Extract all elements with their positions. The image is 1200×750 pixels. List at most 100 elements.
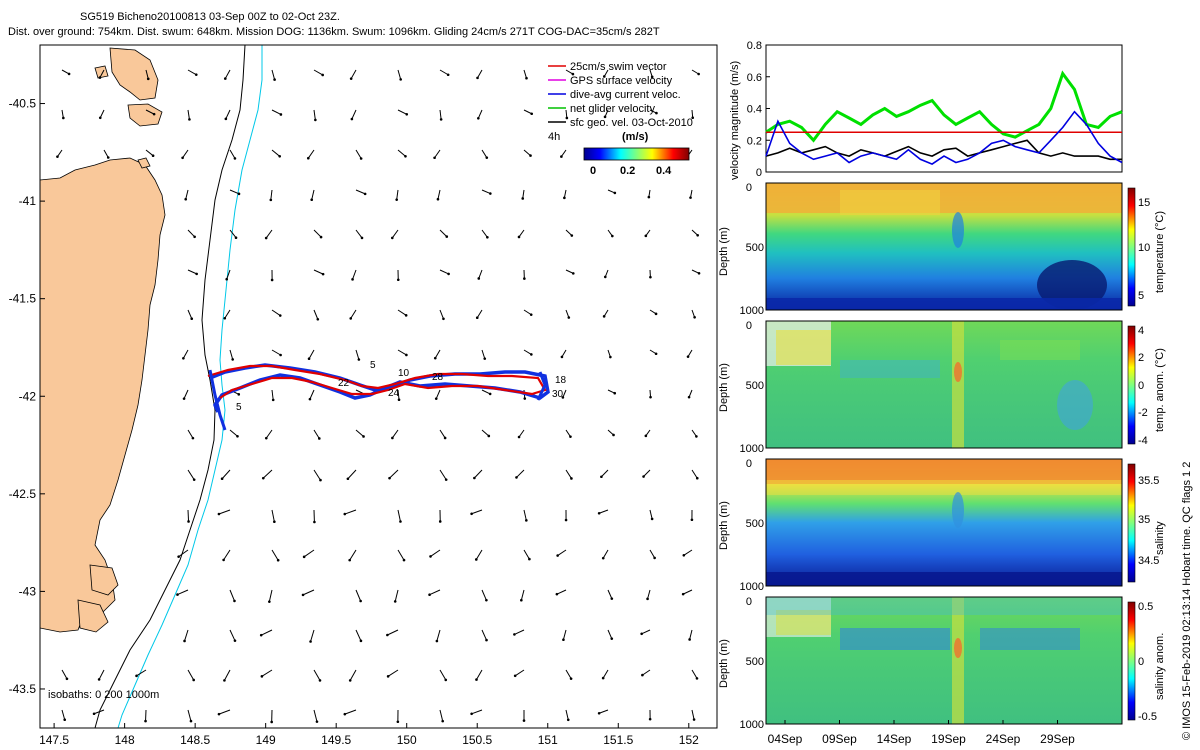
- time-xtick-label-0: 04Sep: [768, 732, 803, 746]
- geo-arrow-head-48: [217, 712, 221, 716]
- geo-arrow-43: [218, 509, 231, 515]
- geo-arrow-217: [642, 669, 651, 676]
- geo-arrow-15: [187, 69, 197, 76]
- geo-arrow-head-50: [279, 113, 283, 116]
- geo-arrow-head-192: [609, 355, 612, 359]
- geo-arrow-8: [98, 669, 105, 680]
- time-xtick-label-2: 14Sep: [877, 732, 912, 746]
- geo-arrow-head-173: [571, 272, 575, 275]
- geo-arrow-2: [57, 149, 63, 157]
- geo-arrow-head-159: [523, 397, 527, 400]
- geo-arrow-head-223: [696, 233, 699, 237]
- velocity-ytick-label-0: 0: [756, 167, 762, 179]
- map-xtick-label-4: 149.5: [321, 733, 351, 747]
- salinity-ytick-500: 500: [746, 518, 764, 530]
- geo-arrow-114: [387, 629, 399, 636]
- geo-arrow-117: [439, 69, 449, 76]
- geo-arrow-head-45: [233, 599, 236, 603]
- svg-text:dive-avg current veloc.: dive-avg current veloc.: [570, 89, 681, 101]
- salinity-ctick-355: 35.5: [1138, 475, 1159, 487]
- geo-arrow-head-137: [489, 192, 492, 195]
- geo-arrow-head-55: [278, 314, 282, 317]
- geo-arrow-head-32: [223, 77, 227, 80]
- geo-arrow-212: [643, 469, 651, 477]
- geo-arrow-88: [352, 269, 357, 280]
- geo-arrow-head-141: [483, 357, 487, 360]
- geo-arrow-144: [474, 469, 483, 479]
- geo-arrow-201: [598, 709, 609, 714]
- geo-arrow-165: [514, 629, 525, 635]
- geo-arrow-178: [565, 469, 572, 479]
- geo-arrow-head-164: [520, 598, 523, 602]
- geo-arrow-135: [477, 109, 483, 119]
- temp-anomaly-ytick-500: 500: [746, 380, 764, 392]
- geo-arrow-7: [103, 149, 109, 158]
- salinity-anomaly-panel: Depth (m) 0 500 1000 0.5 0 -0.5 salinity…: [718, 596, 1166, 746]
- geo-arrow-199: [607, 629, 613, 639]
- temperature-ctick-15: 15: [1138, 197, 1150, 209]
- cape-barren-island: [127, 103, 163, 127]
- geo-arrow-head-163: [528, 557, 531, 561]
- geo-arrow-4: [61, 709, 66, 720]
- temperature-clabel: temperature (°C): [1154, 211, 1166, 293]
- geo-arrow-111: [397, 509, 401, 522]
- map-ytick-label-5: -43: [19, 584, 37, 598]
- geo-arrow-head-15: [194, 73, 198, 76]
- geo-arrow-head-194: [612, 433, 615, 437]
- geo-arrow-34: [229, 149, 236, 159]
- map-panel: 5 10 18 22 24 28 30 5 147.5 148 148.5 149 14…: [9, 44, 718, 747]
- geo-arrow-132: [439, 669, 447, 681]
- salinity-features: [766, 459, 1122, 586]
- geo-arrow-head-4: [63, 718, 67, 722]
- geo-arrow-head-34: [233, 157, 237, 160]
- geo-arrow-head-235: [692, 718, 696, 721]
- geo-arrow-47: [223, 669, 231, 681]
- temp-anomaly-ctick-4: 4: [1138, 325, 1144, 337]
- geo-arrow-head-18: [184, 197, 188, 201]
- geo-arrow-166: [514, 669, 525, 677]
- geo-arrow-head-172: [570, 234, 574, 237]
- geo-arrow-head-12: [151, 154, 155, 157]
- geo-arrow-head-147: [485, 598, 488, 602]
- geo-arrow-29: [184, 629, 189, 642]
- geo-arrow-head-21: [190, 317, 194, 321]
- geo-arrow-106: [397, 309, 407, 316]
- geo-arrow-head-76: [319, 478, 322, 482]
- glider-track: 5 10 18 22 24 28 30 5: [207, 360, 567, 431]
- geo-arrow-head-113: [393, 600, 397, 603]
- temperature-colorbar: [1127, 187, 1136, 307]
- geo-arrow-head-67: [314, 118, 317, 122]
- geo-arrow-head-180: [556, 554, 559, 557]
- geo-arrow-169: [565, 109, 568, 119]
- geo-arrow-head-81: [318, 679, 322, 682]
- geo-arrow-head-133: [441, 719, 445, 723]
- geo-arrow-head-210: [649, 395, 652, 399]
- track-label-24: 24: [388, 388, 400, 399]
- geo-arrow-head-189: [611, 234, 614, 238]
- geo-arrow-head-171: [563, 196, 566, 200]
- geo-arrow-head-51: [278, 155, 281, 158]
- geo-arrow-head-202: [650, 75, 654, 79]
- geo-arrow-head-191: [602, 315, 606, 318]
- geo-arrow-84: [351, 109, 357, 120]
- geo-arrow-200: [602, 669, 609, 679]
- geo-arrow-head-59: [261, 476, 265, 480]
- map-ytick-label-6: -43.5: [9, 682, 37, 696]
- geo-arrow-13: [136, 669, 147, 677]
- map-xtick-label-9: 152: [679, 733, 699, 747]
- geo-arrow-head-188: [613, 191, 617, 195]
- geo-arrow-63: [261, 629, 273, 636]
- geo-arrow-head-168: [571, 72, 575, 76]
- geo-arrow-196: [598, 509, 609, 514]
- geo-arrow-49: [271, 69, 276, 80]
- geo-arrow-head-215: [646, 597, 649, 601]
- salinity-colorbar: [1127, 463, 1136, 583]
- geostrophic-velocity-arrows: [56, 69, 701, 724]
- geo-arrow-head-46: [233, 639, 237, 642]
- geo-arrow-head-17: [181, 156, 184, 160]
- map-xtick-label-6: 150.5: [462, 733, 492, 747]
- geo-arrow-head-42: [220, 477, 224, 481]
- geo-arrow-head-31: [189, 719, 193, 723]
- geo-arrow-head-11: [152, 112, 156, 116]
- svg-text:25cm/s swim vector: 25cm/s swim vector: [570, 61, 667, 73]
